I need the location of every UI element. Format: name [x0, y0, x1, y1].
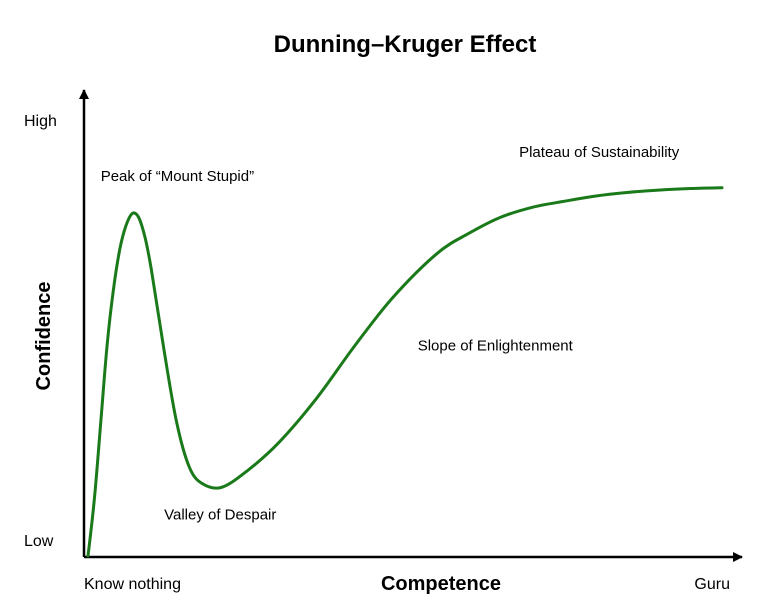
annotation-plateau-of-sustainability: Plateau of Sustainability — [519, 144, 680, 161]
annotation-slope-of-enlightenment: Slope of Enlightenment — [418, 338, 574, 355]
series-layer — [86, 186, 724, 558]
y-tick-label-low: Low — [24, 533, 54, 550]
y-axis-label: Confidence — [33, 282, 55, 391]
x-tick-label-guru: Guru — [694, 576, 730, 593]
y-tick-label-high: High — [24, 113, 57, 130]
chart-title: Dunning–Kruger Effect — [274, 31, 537, 58]
annotation-peak-of-mount-stupid: Peak of “Mount Stupid” — [101, 168, 254, 185]
confidence-curve-0 — [86, 186, 724, 558]
annotation-valley-of-despair: Valley of Despair — [164, 507, 276, 524]
x-tick-label-know-nothing: Know nothing — [84, 576, 181, 593]
x-axis-label: Competence — [381, 573, 501, 595]
annotation-layer: Peak of “Mount Stupid” Valley of Despair S… — [101, 144, 680, 524]
